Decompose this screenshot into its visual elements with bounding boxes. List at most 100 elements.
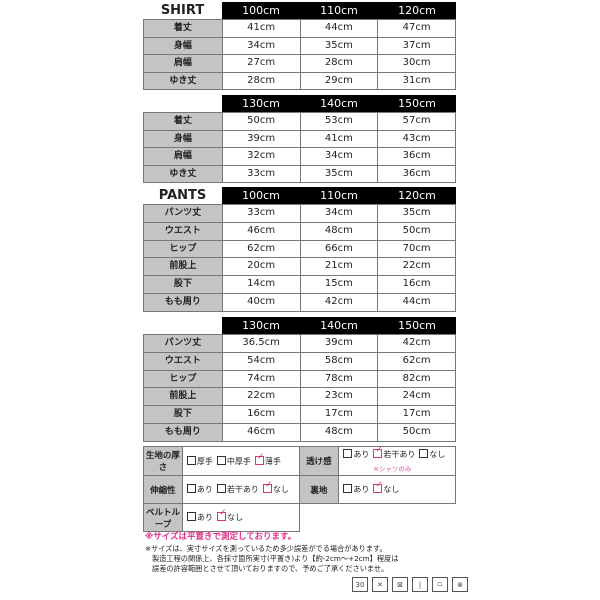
option-label: あり [353, 485, 370, 494]
cell-value: 15cm [301, 276, 379, 293]
checkbox-icon [216, 484, 226, 493]
line-dry-icon: | [412, 577, 428, 592]
size-table: PANTS 100cm 110cm 120cm パンツ丈 33cm 34cm 35cm ウエスト… [143, 187, 456, 312]
row-label: 身幅 [144, 37, 223, 54]
option-label: あり [353, 449, 370, 459]
option: 中厚手 [216, 455, 251, 467]
table-header: SHIRT 100cm 110cm 120cm [143, 2, 456, 19]
cell-value: 62cm [223, 240, 301, 258]
size-header: 140cm [300, 95, 378, 112]
table-header: 130cm 140cm 150cm [143, 317, 456, 334]
cell-value: 50cm [402, 224, 431, 236]
option: 厚手 [186, 455, 213, 467]
table-title: SHIRT [160, 3, 205, 18]
table-row: パンツ丈 33cm 34cm 35cm [144, 205, 455, 223]
option-label: あり [197, 513, 213, 522]
row-label: パンツ丈 [144, 205, 223, 222]
cell-value: 28cm [223, 72, 301, 89]
cell-value: 41cm [223, 20, 301, 37]
cell-value: 22cm [223, 388, 301, 406]
option-label: なし [383, 485, 400, 494]
cell-value: 17cm [301, 406, 379, 423]
option: 若干あり [216, 484, 259, 495]
size-header: 120cm [378, 187, 456, 204]
cell-value: 48cm [301, 222, 379, 240]
checked-box-icon [262, 480, 272, 493]
cell-value: 44cm [301, 20, 379, 37]
row-label: ウエスト [144, 222, 223, 240]
cell-value: 24cm [402, 390, 431, 402]
cell-value: 14cm [223, 276, 301, 293]
no-tumble-dry-icon: ⊠ [392, 577, 408, 592]
cell-value: 42cm [402, 337, 431, 348]
option: あり [186, 484, 213, 495]
checkbox-icon [186, 455, 196, 465]
size-header: 100cm [222, 2, 300, 19]
cell-value: 29cm [301, 72, 379, 89]
table-row: もも周り 40cm 42cm 44cm [144, 293, 455, 312]
checked-box-icon [254, 452, 264, 465]
checkbox-icon [343, 484, 353, 493]
note-line-1: ※サイズは、実寸サイズを測っているため多少誤差がでる場合があります。 [145, 544, 387, 553]
row-label: ウエスト [144, 352, 223, 370]
cell-value: 58cm [301, 352, 379, 370]
row-label: 着丈 [144, 20, 223, 37]
table-row: パンツ丈 36.5cm 39cm 42cm [144, 335, 455, 353]
cell-value: 20cm [223, 258, 301, 276]
size-table: 130cm 140cm 150cm 着丈 50cm 53cm 57cm 身幅 39cm 41cm 4… [143, 95, 456, 183]
cell-value: 48cm [301, 423, 379, 441]
size-header: 150cm [378, 317, 456, 334]
table-header: PANTS 100cm 110cm 120cm [143, 187, 456, 204]
size-header: 120cm [378, 2, 456, 19]
table-row: 身幅 39cm 41cm 43cm [144, 130, 455, 148]
lining-options: あり なし [339, 475, 456, 504]
table-header: 130cm 140cm 150cm [143, 95, 456, 112]
cell-value: 35cm [301, 165, 379, 182]
option-label: 中厚手 [226, 456, 251, 466]
cell-value: 17cm [402, 408, 431, 420]
cell-value: 46cm [223, 222, 301, 240]
table-row: もも周り 46cm 48cm 50cm [144, 423, 455, 442]
wash-30-icon: 30 [352, 577, 368, 592]
option: なし [262, 480, 289, 495]
option-label: 厚手 [196, 456, 213, 466]
cell-value: 50cm [223, 113, 301, 130]
table-row: ヒップ 74cm 78cm 82cm [144, 370, 455, 389]
table-row: 前股上 20cm 21cm 22cm [144, 258, 455, 277]
cell-value: 33cm [223, 205, 301, 222]
no-bleach-icon: ✕ [372, 577, 388, 592]
cell-value: 21cm [301, 258, 379, 276]
size-header: 110cm [300, 187, 378, 204]
table-row: 肩幅 27cm 28cm 30cm [144, 55, 455, 73]
cell-value: 27cm [223, 55, 301, 72]
stretch-label: 伸縮性 [143, 475, 183, 504]
size-header: 140cm [300, 317, 378, 334]
cell-value: 43cm [402, 132, 431, 144]
size-header: 130cm [222, 95, 300, 112]
option: なし [217, 508, 243, 523]
table-row: 着丈 50cm 53cm 57cm [144, 113, 455, 131]
iron-low-icon: ⏢ [432, 577, 448, 592]
row-label: 身幅 [144, 130, 223, 147]
care-icons: 30 ✕ ⊠ | ⏢ ⊗ [352, 577, 468, 592]
cell-value: 35cm [301, 37, 379, 54]
shirt-only-note: ※シャツのみ [373, 465, 412, 474]
row-label: ゆき丈 [144, 165, 223, 182]
cell-value: 66cm [301, 240, 379, 258]
cell-value: 39cm [223, 130, 301, 147]
row-label: 肩幅 [144, 148, 223, 165]
belt-loop-label: ベルトループ [143, 503, 183, 532]
option: あり [187, 512, 213, 523]
row-label: 股下 [144, 276, 223, 293]
cell-value: 50cm [402, 425, 431, 437]
option-label: 若干あり [226, 485, 259, 494]
size-header: 150cm [378, 95, 456, 112]
row-label: もも周り [144, 293, 223, 311]
size-header: 100cm [222, 187, 300, 204]
table-row: ウエスト 54cm 58cm 62cm [144, 352, 455, 371]
table-title [143, 317, 222, 334]
cell-value: 44cm [402, 295, 431, 307]
cell-value: 28cm [301, 55, 379, 72]
table-row: ゆき丈 33cm 35cm 36cm [144, 165, 455, 183]
cell-value: 62cm [402, 354, 431, 366]
